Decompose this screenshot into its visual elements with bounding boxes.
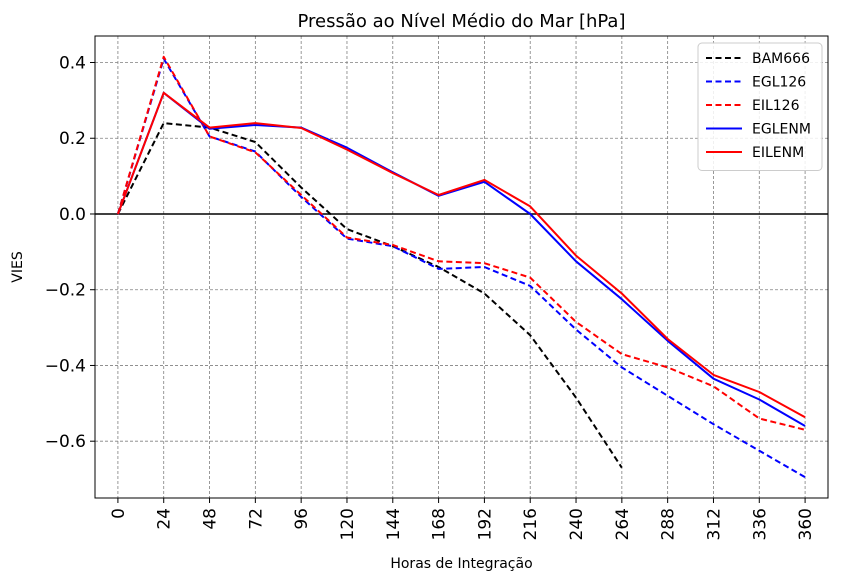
legend-label: EILENM: [752, 145, 804, 161]
x-tick-label: 144: [384, 508, 404, 540]
x-tick-label: 360: [796, 508, 816, 540]
legend-label: EIL126: [752, 98, 800, 114]
legend-label: EGL126: [752, 75, 806, 91]
ticks: 0 24 48 72 96 120 144 168 192 216 240 264 288 312 336 3…: [45, 54, 816, 541]
legend-box: [697, 42, 823, 171]
y-tick-label: −0.4: [45, 356, 86, 376]
x-tick-label: 72: [246, 508, 266, 530]
y-tick-label: 0.0: [59, 205, 86, 225]
x-tick-label: 0: [109, 508, 129, 519]
series-group: [116, 55, 806, 479]
series-line-eilenm: [116, 91, 806, 419]
x-tick-label: 312: [704, 508, 724, 540]
legend-label: BAM666: [752, 51, 810, 67]
y-tick-label: 0.4: [59, 54, 86, 74]
y-tick-label: −0.6: [45, 432, 86, 452]
x-tick-label: 240: [567, 508, 587, 540]
y-axis-title: VIES: [10, 251, 26, 283]
x-tick-label: 336: [750, 508, 770, 540]
x-tick-label: 24: [155, 508, 175, 530]
chart-title: Pressão ao Nível Médio do Mar [hPa]: [298, 11, 626, 32]
x-tick-label: 288: [659, 508, 679, 540]
x-tick-label: 168: [430, 508, 450, 540]
x-tick-label: 216: [521, 508, 541, 540]
legend: BAM666 EGL126 EIL126 EGLENM EILENM: [697, 42, 823, 171]
x-axis-title: Horas de Integração: [390, 556, 532, 572]
y-tick-label: −0.2: [45, 281, 86, 301]
series-line-eil126: [116, 55, 806, 431]
x-tick-label: 96: [292, 508, 312, 530]
grid: [95, 36, 828, 498]
series-line-eglenm: [116, 91, 806, 427]
x-tick-label: 48: [201, 508, 221, 530]
x-tick-label: 192: [475, 508, 495, 540]
y-tick-label: 0.2: [59, 129, 86, 149]
plot-frame: [94, 35, 829, 499]
x-tick-label: 120: [338, 508, 358, 540]
x-tick-label: 264: [613, 508, 633, 540]
legend-label: EGLENM: [752, 122, 811, 138]
series-line-bam666: [117, 122, 623, 469]
